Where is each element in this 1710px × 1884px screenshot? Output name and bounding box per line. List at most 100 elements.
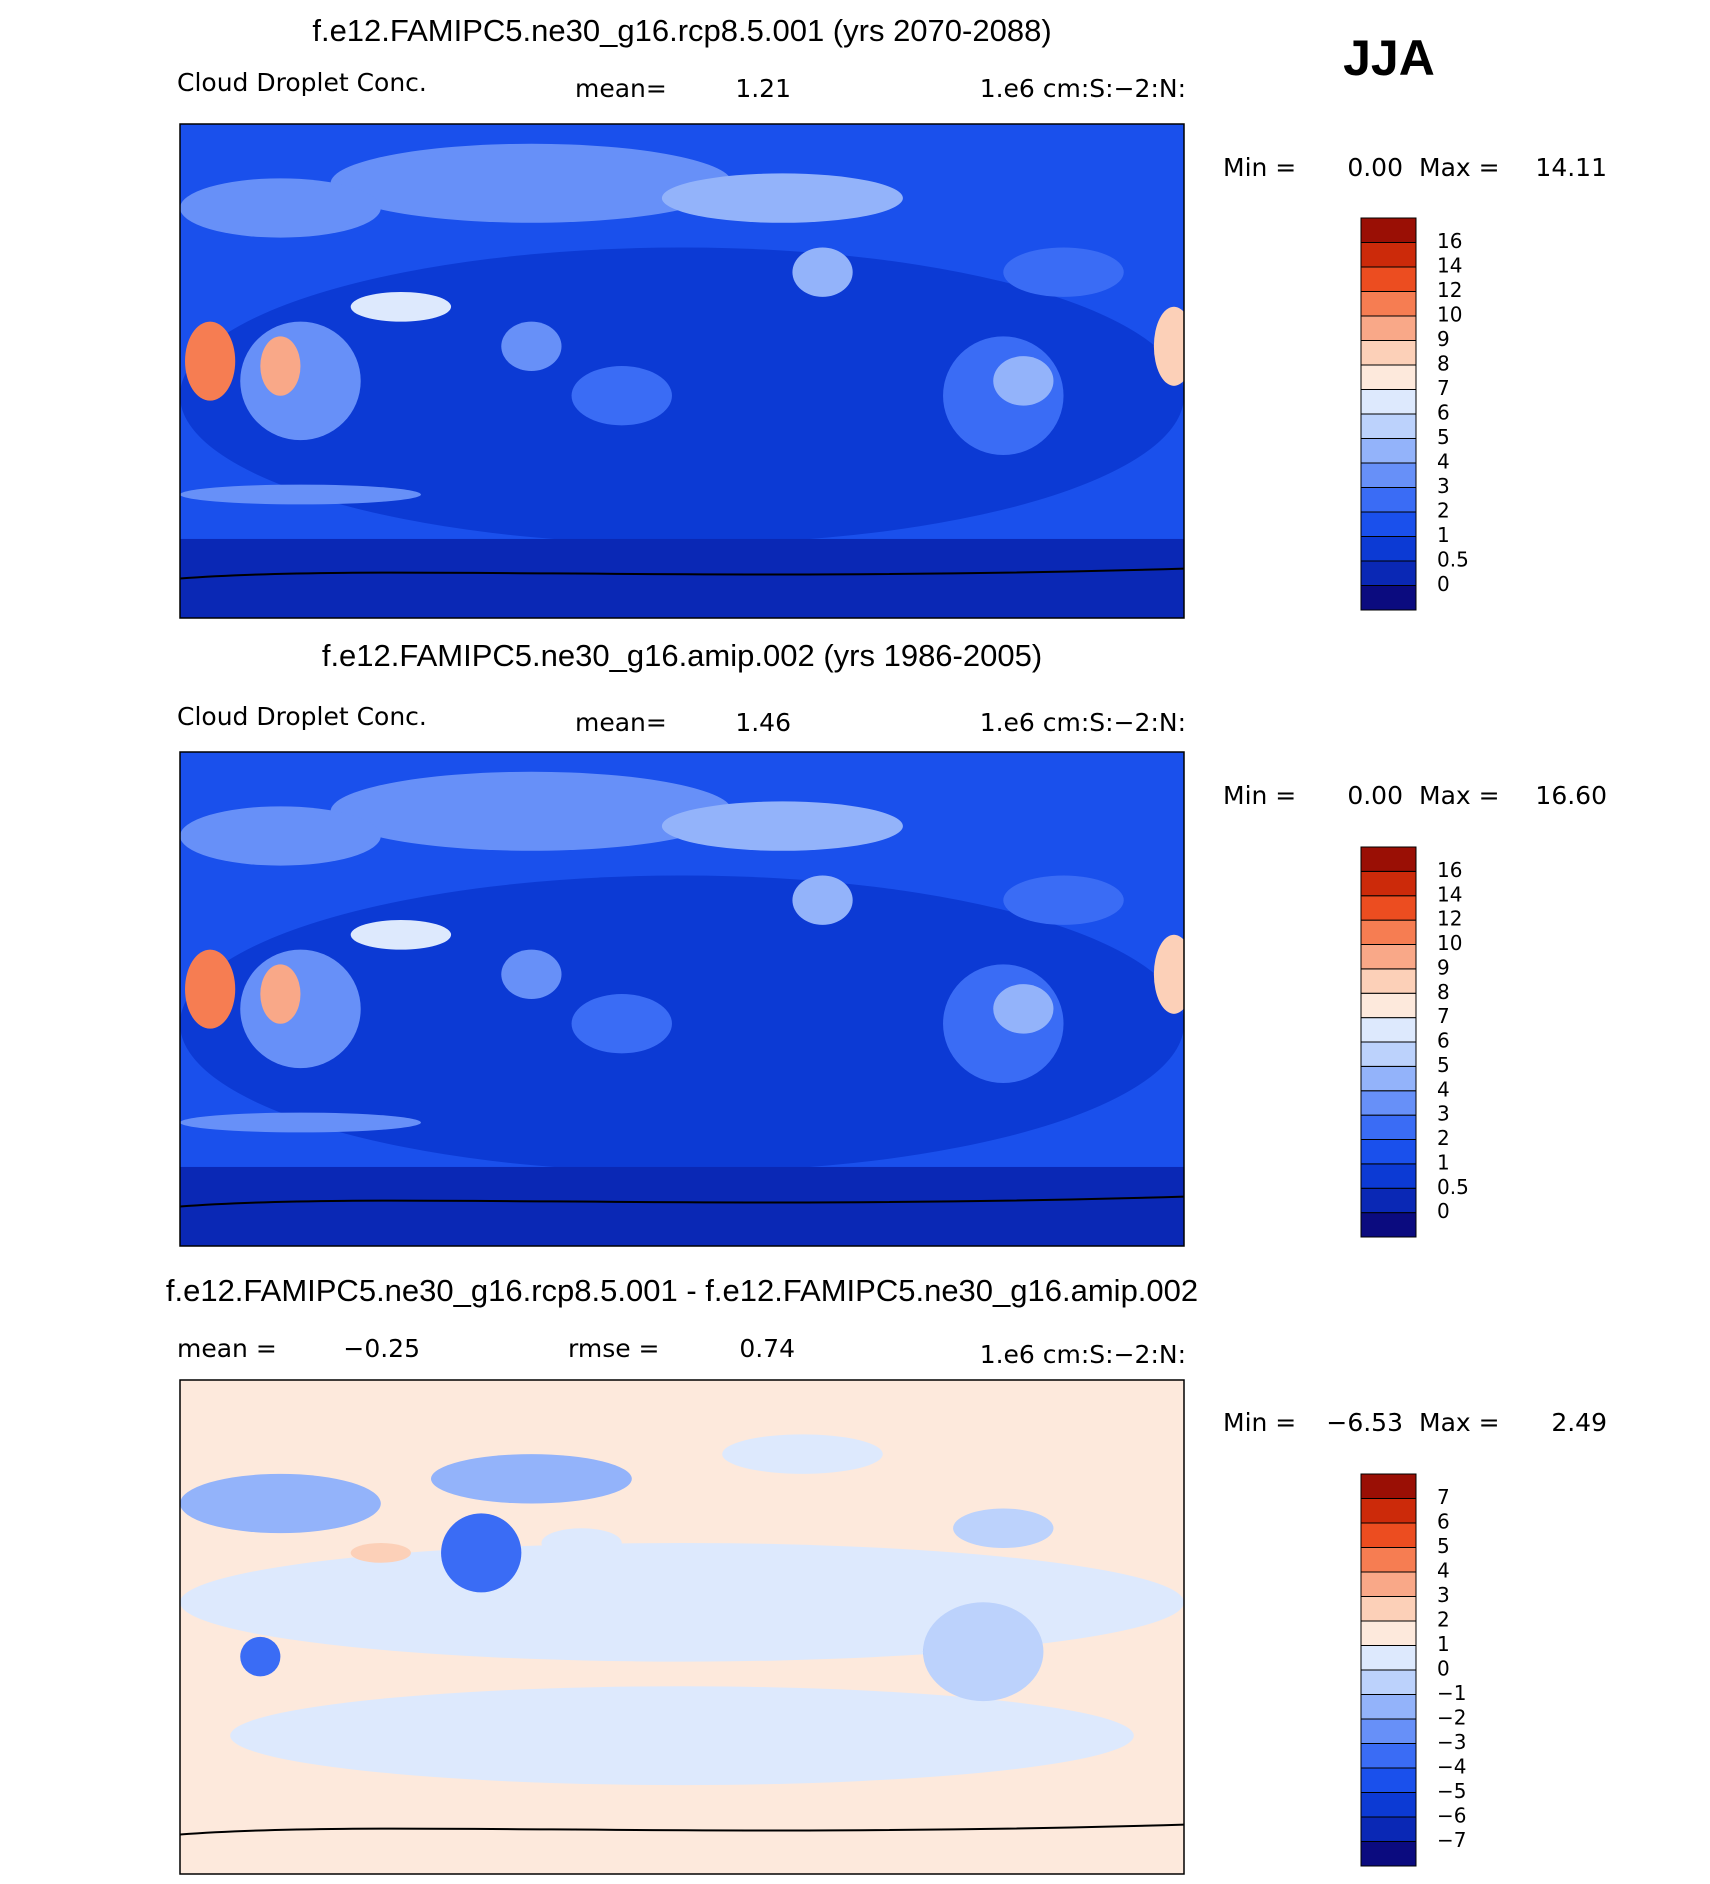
colorbar-box (1360, 1017, 1417, 1043)
colorbar-label: 14 (1437, 882, 1462, 906)
map-contour (441, 1513, 522, 1593)
colorbar-box (1360, 291, 1417, 317)
units-label: 1.e6 cm:S:−2:N: (980, 74, 1186, 103)
max-value: 2.49 (1551, 1408, 1607, 1437)
colorbar-label: 6 (1437, 401, 1450, 425)
colorbar-box (1360, 511, 1417, 537)
map-contour (350, 1543, 411, 1563)
colorbar-box (1360, 1473, 1417, 1499)
map-contour (722, 1434, 883, 1474)
map-field (180, 124, 1184, 618)
map-contour (330, 143, 733, 223)
colorbar-label: 10 (1437, 303, 1462, 327)
colorbar-label: 2 (1437, 499, 1450, 523)
max-value: 14.11 (1535, 153, 1607, 182)
colorbar-box (1360, 1596, 1417, 1622)
colorbar-box (1360, 413, 1417, 439)
colorbar-box (1360, 536, 1417, 562)
units-label: 1.e6 cm:S:−2:N: (980, 1340, 1186, 1369)
max-label: Max = (1419, 153, 1500, 182)
colorbar-label: 5 (1437, 425, 1450, 449)
map-frame (179, 1379, 1185, 1875)
colorbar-box (1360, 1694, 1417, 1720)
map-contour (661, 801, 903, 851)
colorbar-box (1360, 242, 1417, 268)
colorbar-label: 4 (1437, 1077, 1450, 1101)
map-contour (792, 875, 853, 925)
colorbar-label: 3 (1437, 1583, 1450, 1607)
colorbar-label: 6 (1437, 1510, 1450, 1534)
map-field (180, 752, 1184, 1246)
map-contour (993, 356, 1054, 406)
map-contour (240, 949, 361, 1069)
colorbar-label: 14 (1437, 254, 1462, 278)
colorbar-label: 16 (1437, 858, 1462, 882)
coastline (180, 567, 1184, 580)
rmse-label: rmse = (568, 1334, 660, 1363)
colorbar-box (1360, 1498, 1417, 1524)
colorbar-box (1360, 266, 1417, 292)
colorbar-label: −1 (1437, 1681, 1466, 1705)
colorbar-box (1360, 389, 1417, 415)
colorbar-label: 4 (1437, 450, 1450, 474)
min-label: Min = (1223, 781, 1296, 810)
map-contour (350, 291, 452, 322)
colorbar-box (1360, 1212, 1417, 1238)
max-label: Max = (1419, 781, 1500, 810)
map-contour (180, 484, 421, 505)
colorbar-box (1360, 438, 1417, 464)
colorbar-label: 8 (1437, 352, 1450, 376)
map-contour (993, 984, 1054, 1034)
colorbar-box (1360, 487, 1417, 513)
map-contour (330, 771, 733, 851)
map-contour (571, 366, 672, 426)
map-frame (179, 123, 1185, 619)
mean-label: mean= (575, 74, 667, 103)
colorbar-label: 0.5 (1437, 1175, 1469, 1199)
map (179, 751, 1185, 1247)
colorbar-box (1360, 315, 1417, 341)
colorbar-label: 5 (1437, 1053, 1450, 1077)
colorbar-label: 1 (1437, 523, 1450, 547)
colorbar-label: 1 (1437, 1632, 1450, 1656)
colorbar-box (1360, 1065, 1417, 1092)
map-contour (180, 1112, 421, 1133)
colorbar-box (1360, 1743, 1417, 1769)
colorbar-label: 7 (1437, 376, 1450, 400)
coastline (180, 1195, 1184, 1208)
max-label: Max = (1419, 1408, 1500, 1437)
map-contour (501, 949, 562, 999)
colorbar-label: 12 (1437, 278, 1462, 302)
colorbar-box (1360, 1767, 1417, 1793)
colorbar-box (1360, 560, 1417, 586)
map-band (180, 1166, 1184, 1246)
panel-title: f.e12.FAMIPC5.ne30_g16.rcp8.5.001 (yrs 2… (312, 13, 1051, 48)
colorbar-box (1360, 968, 1417, 994)
colorbar-box (1360, 1090, 1417, 1116)
colorbar-box (1360, 1816, 1417, 1842)
map-contour (180, 247, 1184, 544)
colorbar-label: −6 (1437, 1804, 1466, 1828)
map-frame (179, 751, 1185, 1247)
map-contour (185, 949, 236, 1029)
colorbar-label: 0 (1437, 572, 1450, 596)
map-contour (260, 336, 301, 396)
min-value: 0.00 (1347, 153, 1403, 182)
map-contour (180, 806, 381, 866)
season-label: JJA (1343, 30, 1435, 86)
mean-label: mean= (575, 708, 667, 737)
map-contour (922, 1602, 1044, 1702)
colorbar-box (1360, 217, 1417, 243)
colorbar-box (1360, 462, 1417, 488)
colorbar-label: 7 (1437, 1004, 1450, 1028)
colorbar-label: 16 (1437, 229, 1462, 253)
colorbar-label: 7 (1437, 1485, 1450, 1509)
colorbar-box (1360, 1792, 1417, 1818)
map-contour (1153, 306, 1184, 386)
colorbar-box (1360, 1841, 1417, 1867)
colorbar-box (1360, 944, 1417, 970)
colorbar-label: 0 (1437, 1199, 1450, 1223)
colorbar-box (1360, 1669, 1417, 1695)
colorbar-box (1360, 1041, 1417, 1067)
